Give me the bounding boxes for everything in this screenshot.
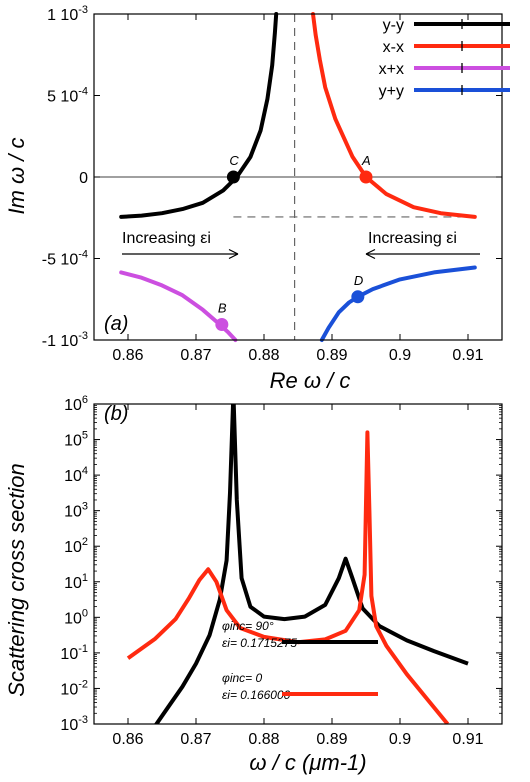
- series-group-b: [126, 404, 469, 724]
- panel-label-b: (b): [104, 403, 128, 425]
- y-tick-label: 1 10-3: [47, 4, 88, 24]
- x-tick-label: 0.86: [112, 731, 143, 748]
- series-line-b-1: [126, 430, 450, 724]
- marker-label-c: C: [229, 153, 239, 168]
- x-tick-label: 0.87: [180, 731, 211, 748]
- legend-label-x-x: x+x: [379, 61, 404, 78]
- x-tick-label: 0.88: [248, 731, 279, 748]
- x-axis-label-b: ω / c (μm-1): [249, 750, 366, 775]
- legend-b-label-1-0: φinc= 0: [222, 671, 263, 685]
- x-tick-label: 0.89: [316, 347, 347, 364]
- legend-label-y-y: y-y: [383, 17, 404, 34]
- y-tick-label: 10-1: [60, 643, 88, 663]
- y-tick-label: 105: [64, 430, 88, 450]
- marker-label-b: B: [218, 301, 227, 316]
- annotation-increasing-left: Increasing εi: [122, 230, 211, 247]
- y-tick-label: 103: [64, 501, 88, 521]
- x-tick-label: 0.91: [452, 731, 483, 748]
- x-tick-label: 0.9: [389, 731, 411, 748]
- series-line-b-0: [154, 404, 469, 724]
- reference-lines-a: [94, 14, 502, 340]
- x-axis-label-a: Re ω / c: [270, 368, 351, 393]
- y-tick-label: -1 10-3: [42, 330, 88, 350]
- legend-label-x-x: x-x: [383, 39, 404, 56]
- legend-b-label-1-1: εi= 0.166000: [222, 688, 291, 702]
- plot-frame-b: [93, 403, 503, 725]
- legend-label-y-y: y+y: [379, 83, 404, 100]
- x-tick-label: 0.91: [452, 347, 483, 364]
- marker-point-d: [351, 290, 365, 304]
- x-tick-label: 0.9: [389, 347, 411, 364]
- series-line-y-y: [319, 265, 477, 342]
- arrowhead-right-icon: [228, 248, 239, 260]
- point-markers-a: C A B D: [215, 153, 373, 332]
- y-tick-label: 102: [64, 536, 88, 556]
- arrowhead-left-icon: [365, 248, 376, 260]
- legend-b-label-0-1: εi= 0.1715275: [222, 636, 297, 650]
- annotation-increasing-right: Increasing εi: [368, 230, 457, 247]
- x-tick-label: 0.87: [180, 347, 211, 364]
- x-tick-label: 0.89: [316, 731, 347, 748]
- series-line-y-y: [119, 12, 279, 219]
- panel-label-a: (a): [104, 313, 128, 335]
- y-tick-label: 100: [64, 607, 88, 627]
- y-tick-label: 5 10-4: [47, 86, 88, 106]
- marker-point-b: [215, 318, 229, 332]
- marker-point-a: [359, 170, 373, 184]
- series-line-x-x: [311, 12, 477, 219]
- series-line-x-x: [119, 270, 238, 342]
- x-tick-label: 0.86: [112, 347, 143, 364]
- y-axis-label-a: Im ω / c: [4, 137, 29, 214]
- panel-a: C A B D 0.86 0.87 0.88 0.89 0.9 0.91 1 10-3 5 10-4…: [4, 4, 510, 393]
- y-tick-label: 101: [64, 572, 88, 592]
- legend-a: y-y x-x x+x y+y: [379, 17, 510, 100]
- axis-ticks-b: 0.86 0.87 0.88 0.89 0.9 0.91 106 105 104 103 102 10…: [60, 394, 502, 748]
- marker-label-d: D: [354, 273, 363, 288]
- y-axis-label-b: Scattering cross section: [4, 463, 29, 697]
- x-tick-label: 0.88: [248, 347, 279, 364]
- legend-b: φinc= 90° εi= 0.1715275 φinc= 0 εi= 0.16600…: [222, 619, 378, 702]
- marker-label-a: A: [361, 153, 371, 168]
- y-tick-label: 10-3: [60, 714, 88, 734]
- y-tick-label: 0: [79, 170, 88, 187]
- y-tick-label: 104: [64, 465, 88, 485]
- axis-ticks-a: 0.86 0.87 0.88 0.89 0.9 0.91 1 10-3 5 10-4 0 -5 1…: [42, 4, 502, 364]
- y-tick-label: 10-2: [60, 678, 88, 698]
- legend-b-label-0-0: φinc= 90°: [222, 619, 274, 633]
- marker-point-c: [226, 170, 240, 184]
- y-tick-label: 106: [64, 394, 88, 414]
- panel-b: 0.86 0.87 0.88 0.89 0.9 0.91 106 105 104 103 102 10…: [4, 394, 503, 775]
- annotations-a: Increasing εi Increasing εi: [122, 230, 480, 260]
- y-tick-label: -5 10-4: [42, 249, 88, 269]
